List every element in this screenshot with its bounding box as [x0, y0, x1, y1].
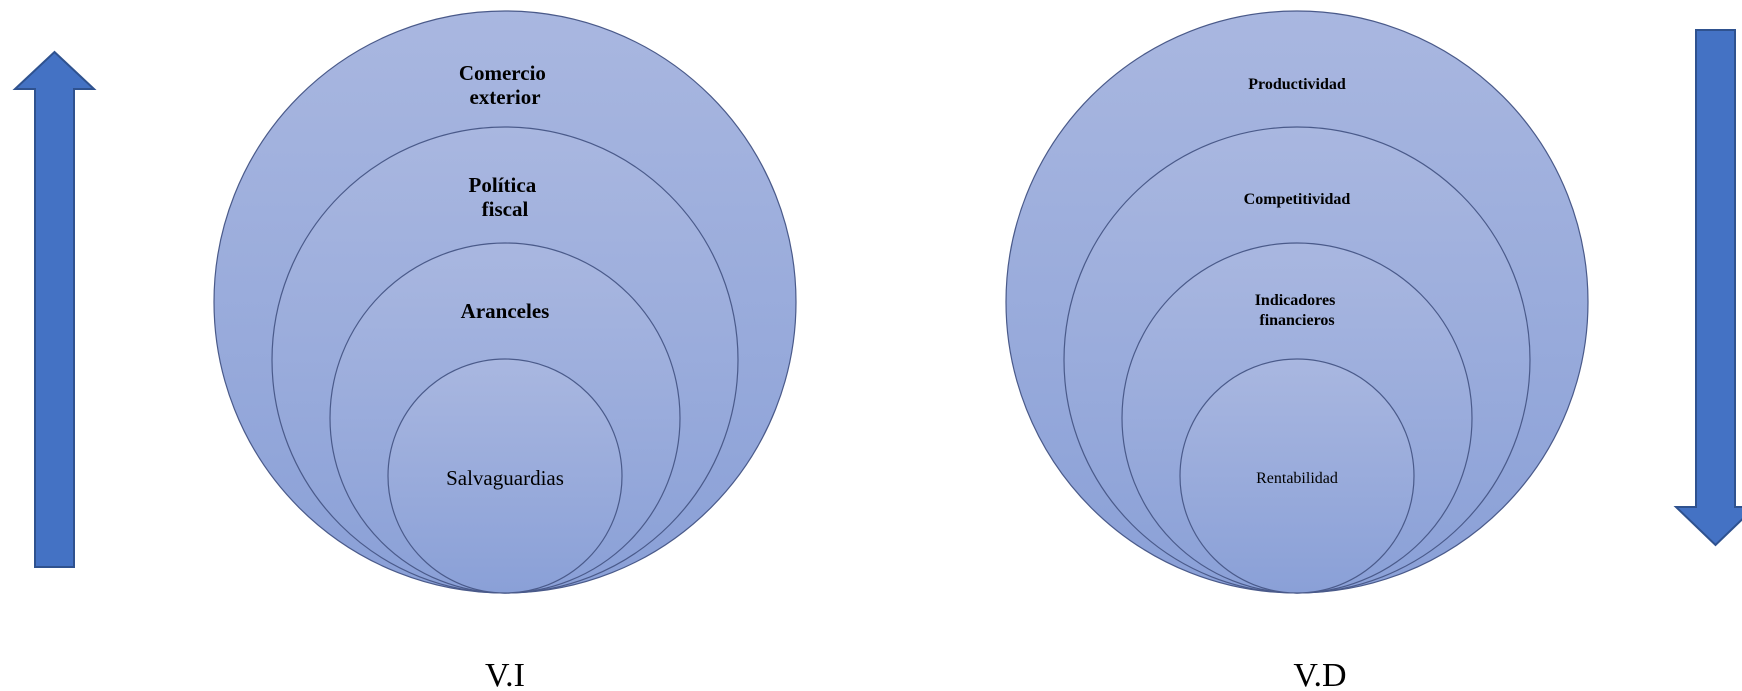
down-arrow-icon	[1673, 29, 1742, 547]
left-nested-circles: Comercio exterior Política fiscal Arance…	[213, 10, 797, 594]
left-label-salvaguardias: Salvaguardias	[446, 466, 564, 490]
left-label-comercio-exterior: Comercio exterior	[459, 61, 551, 109]
right-circle-rentabilidad	[1179, 358, 1415, 594]
right-label-productividad: Productividad	[1248, 76, 1346, 93]
left-label-aranceles: Aranceles	[461, 299, 550, 323]
right-nested-circles: Productividad Competitividad Indicadores…	[1005, 10, 1589, 594]
right-label-rentabilidad: Rentabilidad	[1256, 470, 1338, 487]
right-caption: V.D	[1293, 657, 1346, 691]
left-label-politica-fiscal: Política fiscal	[469, 173, 542, 221]
left-caption: V.I	[485, 657, 525, 691]
left-circle-salvaguardias	[387, 358, 623, 594]
up-arrow-icon	[12, 50, 97, 568]
right-label-competitividad: Competitividad	[1244, 191, 1351, 208]
right-label-indicadores-financieros: Indicadores financieros	[1255, 292, 1340, 329]
